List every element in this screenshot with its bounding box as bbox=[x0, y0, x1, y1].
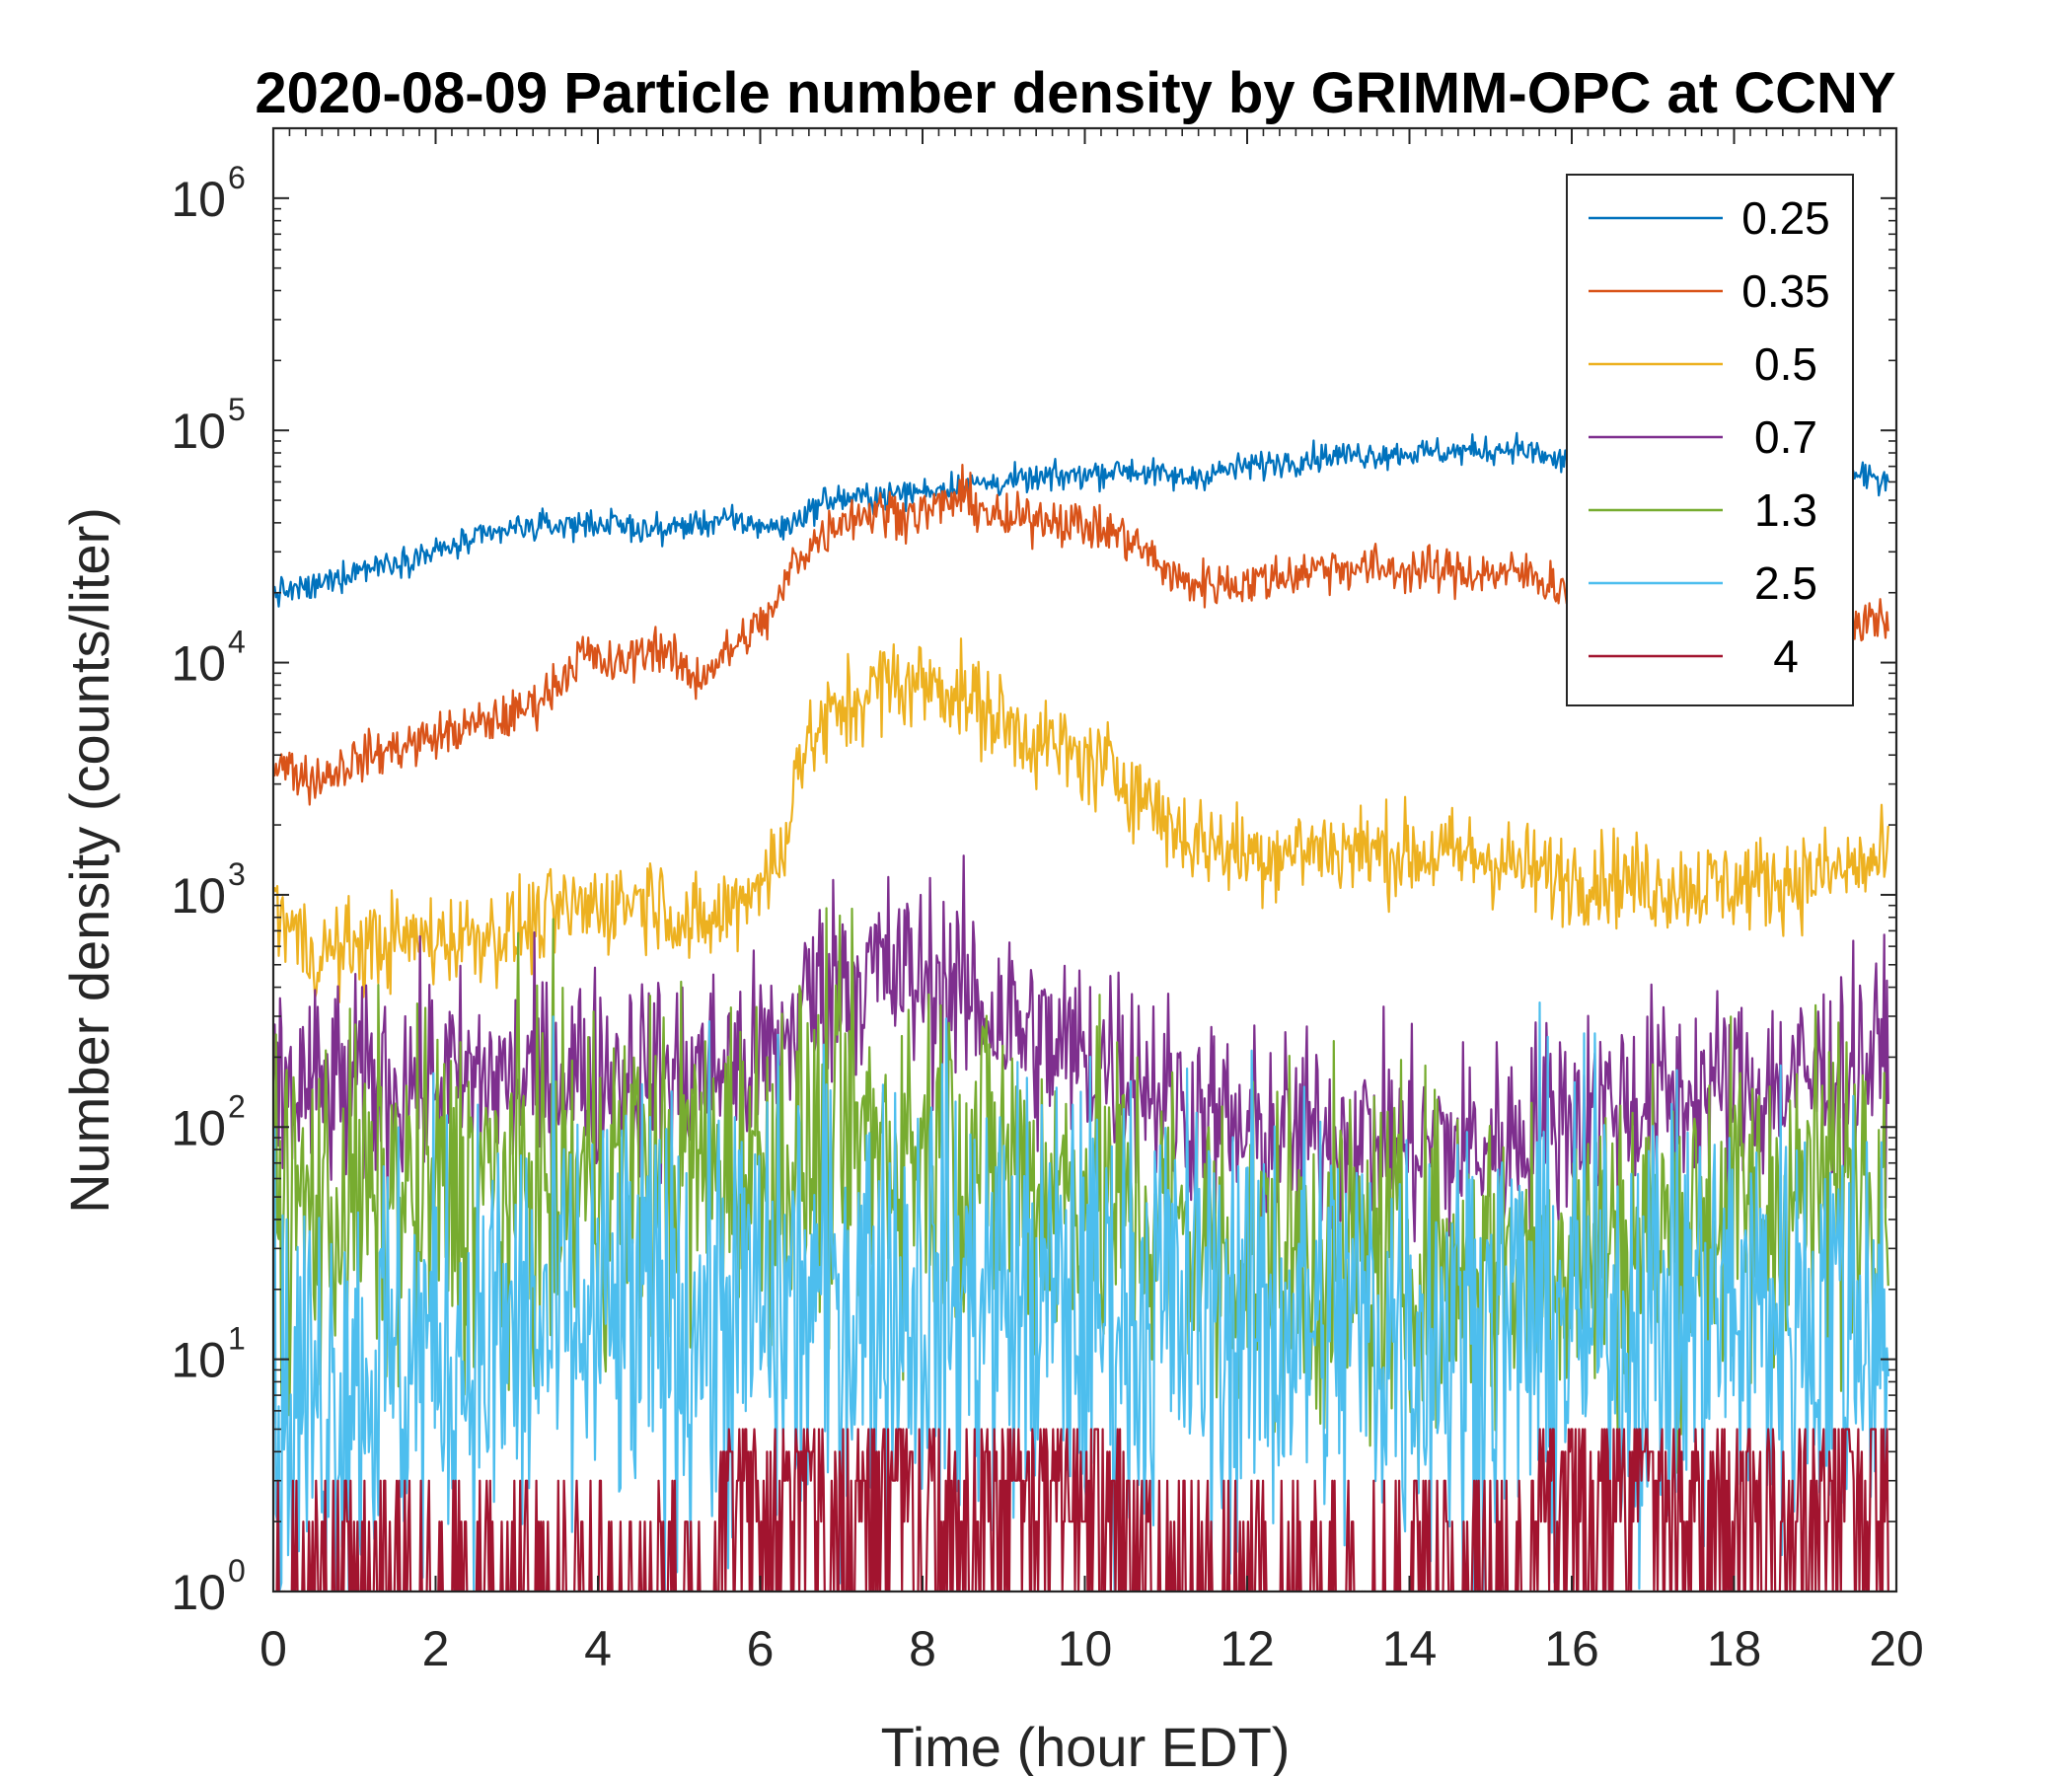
y-tick-label: 10 bbox=[171, 868, 226, 924]
series-line-2-5 bbox=[273, 1001, 1889, 1591]
chart-title: 2020-08-09 Particle number density by GR… bbox=[255, 61, 1895, 125]
x-tick-label: 14 bbox=[1382, 1621, 1438, 1676]
y-tick-label: 10 bbox=[171, 172, 226, 227]
x-axis-label: Time (hour EDT) bbox=[881, 1716, 1291, 1776]
y-axis-label: Number density (counts/liter) bbox=[58, 507, 120, 1214]
legend: 0.25 0.35 0.5 0.7 1.3 2.5 4 bbox=[1566, 174, 1854, 706]
y-tick-label: 10 bbox=[171, 1333, 226, 1388]
x-tick-label: 0 bbox=[259, 1621, 287, 1676]
legend-label-2-5: 2.5 bbox=[1754, 557, 1817, 609]
y-tick-exponent: 6 bbox=[228, 160, 246, 195]
y-tick-label: 10 bbox=[171, 1100, 226, 1155]
y-tick-exponent: 3 bbox=[228, 856, 246, 892]
y-tick-exponent: 5 bbox=[228, 392, 246, 427]
legend-label-0-25: 0.25 bbox=[1741, 192, 1830, 244]
x-tick-label: 8 bbox=[909, 1621, 936, 1676]
legend-box bbox=[1566, 174, 1854, 706]
y-tick-exponent: 4 bbox=[228, 625, 246, 660]
y-tick-label: 10 bbox=[171, 1565, 226, 1620]
series-layer bbox=[273, 431, 1889, 1591]
series-line-4 bbox=[275, 1428, 1889, 1591]
legend-label-4: 4 bbox=[1773, 630, 1799, 682]
x-tick-label: 18 bbox=[1707, 1621, 1762, 1676]
x-tick-label: 12 bbox=[1220, 1621, 1275, 1676]
y-tick-label: 10 bbox=[171, 404, 226, 459]
x-tick-label: 2 bbox=[422, 1621, 450, 1676]
series-line-0-5 bbox=[273, 637, 1889, 1003]
legend-label-0-35: 0.35 bbox=[1741, 265, 1830, 317]
x-tick-label: 16 bbox=[1544, 1621, 1599, 1676]
x-tick-label: 10 bbox=[1058, 1621, 1113, 1676]
legend-label-0-7: 0.7 bbox=[1754, 411, 1817, 463]
legend-label-1-3: 1.3 bbox=[1754, 484, 1817, 536]
x-tick-label: 4 bbox=[584, 1621, 612, 1676]
x-tick-label: 6 bbox=[747, 1621, 775, 1676]
legend-label-0-5: 0.5 bbox=[1754, 338, 1817, 390]
y-tick-label: 10 bbox=[171, 636, 226, 692]
x-tick-label: 20 bbox=[1869, 1621, 1924, 1676]
y-tick-exponent: 1 bbox=[228, 1321, 246, 1357]
y-tick-exponent: 2 bbox=[228, 1088, 246, 1124]
y-tick-exponent: 0 bbox=[228, 1553, 246, 1589]
